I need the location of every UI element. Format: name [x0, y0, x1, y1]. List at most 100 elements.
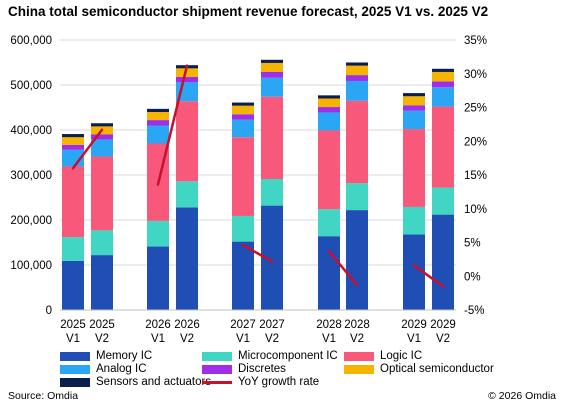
y-right-tick-label: 30% [464, 69, 487, 81]
bar-segment [403, 110, 425, 130]
yoy-line-segment [156, 64, 189, 186]
bar-segment [62, 134, 84, 138]
yoy-line-segment [412, 264, 445, 288]
bar-segment [403, 129, 425, 207]
x-tick-label-year: 2025 [60, 319, 86, 331]
bar-segment [318, 112, 340, 131]
yoy-line-segment [241, 243, 274, 263]
x-tick-label-version: V1 [322, 333, 336, 345]
bar-segment [318, 209, 340, 237]
bar-segment [232, 102, 254, 106]
y-right-tick-label: 15% [464, 170, 487, 182]
x-tick-label-year: 2026 [145, 319, 171, 331]
bar-segment [176, 181, 198, 208]
bar-segment [261, 71, 283, 78]
y-left-tick-label: 100,000 [10, 260, 52, 272]
x-tick-label-version: V2 [350, 333, 364, 345]
bar-segment [346, 100, 368, 184]
x-tick-label-year: 2028 [344, 319, 370, 331]
bar-segment [62, 166, 84, 238]
bar-segment [147, 120, 169, 126]
gridlines [60, 39, 456, 266]
x-tick-label-version: V1 [236, 333, 250, 345]
bar-segment [346, 62, 368, 66]
bar-segment [232, 105, 254, 115]
bar-segment [432, 71, 454, 82]
bar-segment [261, 62, 283, 72]
x-tick-label-version: V2 [436, 333, 450, 345]
x-tick-label-version: V2 [265, 333, 279, 345]
bar-segment [91, 255, 113, 310]
bar-segment [147, 246, 169, 310]
y-left-tick-label: 0 [46, 305, 52, 317]
yoy-line-segment [327, 250, 359, 287]
bar-segment [403, 93, 425, 97]
x-tick-label-version: V1 [407, 333, 421, 345]
y-right-tick-label: -5% [464, 305, 484, 317]
bar-segment [346, 80, 368, 101]
y-left-tick-label: 500,000 [10, 80, 52, 92]
y-right-tick-label: 25% [464, 103, 487, 115]
axes: 0 100,000 200,000 300,000 400,000 500,000 600,… [10, 35, 487, 345]
source-note: Source: Omdia [8, 390, 79, 402]
x-tick-label-version: V2 [180, 333, 194, 345]
bar-segment [62, 237, 84, 261]
bar-segment [318, 98, 340, 108]
bar-segment [62, 144, 84, 150]
bar-segment [176, 101, 198, 182]
bar-segment [346, 75, 368, 81]
bar-segment [91, 230, 113, 256]
bar-segment [232, 137, 254, 216]
x-tick-label-year: 2029 [430, 319, 456, 331]
bar-segment [261, 59, 283, 63]
y-left-tick-label: 400,000 [10, 125, 52, 137]
x-tick-label-year: 2027 [230, 319, 256, 331]
bar-segment [318, 107, 340, 113]
bar-segment [147, 108, 169, 112]
bar-segment [432, 87, 454, 107]
bar-segment [91, 156, 113, 231]
bar-segment [176, 76, 198, 83]
y-right-tick-label: 10% [464, 204, 487, 216]
bar-segment [403, 206, 425, 235]
y-left-tick-label: 600,000 [10, 35, 52, 47]
bar-segment [261, 205, 283, 310]
bar-segment [147, 112, 169, 121]
bar-segment [176, 207, 198, 310]
bar-segment [91, 139, 113, 157]
bar-segment [232, 241, 254, 310]
bar-segment [432, 81, 454, 88]
x-tick-label-year: 2027 [259, 319, 285, 331]
chart-title: China total semiconductor shipment reven… [8, 4, 489, 19]
x-tick-label-version: V1 [66, 333, 80, 345]
bar-stacks [62, 59, 454, 310]
x-tick-label-version: V2 [95, 333, 109, 345]
y-right-tick-label: 0% [464, 271, 481, 283]
bar-segment [318, 130, 340, 210]
bar-segment [62, 137, 84, 145]
bar-segment [432, 214, 454, 310]
bar-segment [261, 77, 283, 97]
bar-segment [232, 119, 254, 138]
yoy-line-segment [71, 128, 104, 170]
bar-segment [261, 96, 283, 180]
copyright-note: © 2026 Omdia [488, 390, 556, 402]
bar-segment [261, 179, 283, 206]
bar-segment [62, 260, 84, 310]
y-left-tick-label: 300,000 [10, 170, 52, 182]
bar-segment [403, 96, 425, 106]
y-right-tick-label: 5% [464, 238, 481, 250]
bar-segment [147, 220, 169, 247]
y-right-tick-label: 20% [464, 136, 487, 148]
bar-segment [432, 68, 454, 72]
x-tick-label-year: 2025 [89, 319, 115, 331]
bar-segment [232, 215, 254, 242]
bar-segment [403, 234, 425, 310]
x-tick-label-year: 2028 [316, 319, 342, 331]
yoy-line-segments [71, 64, 445, 288]
bar-segment [432, 187, 454, 215]
x-tick-label-year: 2026 [174, 319, 200, 331]
bar-segment [91, 123, 113, 127]
bar-segment [318, 95, 340, 99]
bar-segment [346, 210, 368, 310]
